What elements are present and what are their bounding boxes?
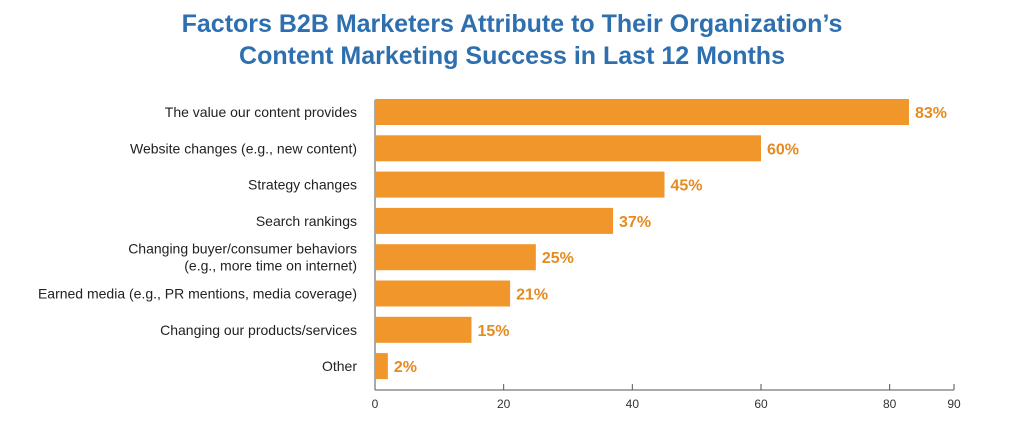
chart-title-line-1: Factors B2B Marketers Attribute to Their… xyxy=(181,10,843,38)
bar-1 xyxy=(375,99,909,125)
bar-8 xyxy=(375,353,388,380)
category-label-3: Strategy changes xyxy=(248,177,357,193)
x-tick-label-60: 60 xyxy=(754,397,768,411)
value-label-4: 37% xyxy=(619,214,651,231)
category-label-5-line-1: Changing buyer/consumer behaviors xyxy=(128,241,357,257)
bar-4 xyxy=(375,207,614,234)
value-label-6: 21% xyxy=(516,287,548,304)
x-tick-label-20: 20 xyxy=(497,397,511,411)
category-label-4: Search rankings xyxy=(256,213,357,229)
value-label-5: 25% xyxy=(542,250,574,267)
category-label-8: Other xyxy=(322,358,357,374)
chart-title-line-2: Content Marketing Success in Last 12 Mon… xyxy=(239,42,785,70)
category-label-2: Website changes (e.g., new content) xyxy=(130,140,357,156)
bar-2 xyxy=(375,135,761,162)
x-tick-label-90: 90 xyxy=(947,397,961,411)
x-tick-label-0: 0 xyxy=(372,397,379,411)
bar-7 xyxy=(375,316,472,343)
category-label-5-line-2: (e.g., more time on internet) xyxy=(184,258,357,274)
value-label-7: 15% xyxy=(478,323,510,340)
bar-5 xyxy=(375,244,536,271)
value-label-3: 45% xyxy=(671,178,703,195)
category-label-7: Changing our products/services xyxy=(160,322,357,338)
bar-6 xyxy=(375,280,511,307)
category-label-1: The value our content provides xyxy=(165,104,357,120)
x-tick-label-40: 40 xyxy=(626,397,640,411)
x-tick-label-80: 80 xyxy=(883,397,897,411)
category-label-6: Earned media (e.g., PR mentions, media c… xyxy=(38,286,357,302)
value-label-8: 2% xyxy=(394,359,417,376)
value-label-2: 60% xyxy=(767,141,799,158)
value-label-1: 83% xyxy=(915,105,947,122)
chart-title: Factors B2B Marketers Attribute to Their… xyxy=(0,8,1024,72)
bar-3 xyxy=(375,171,665,198)
